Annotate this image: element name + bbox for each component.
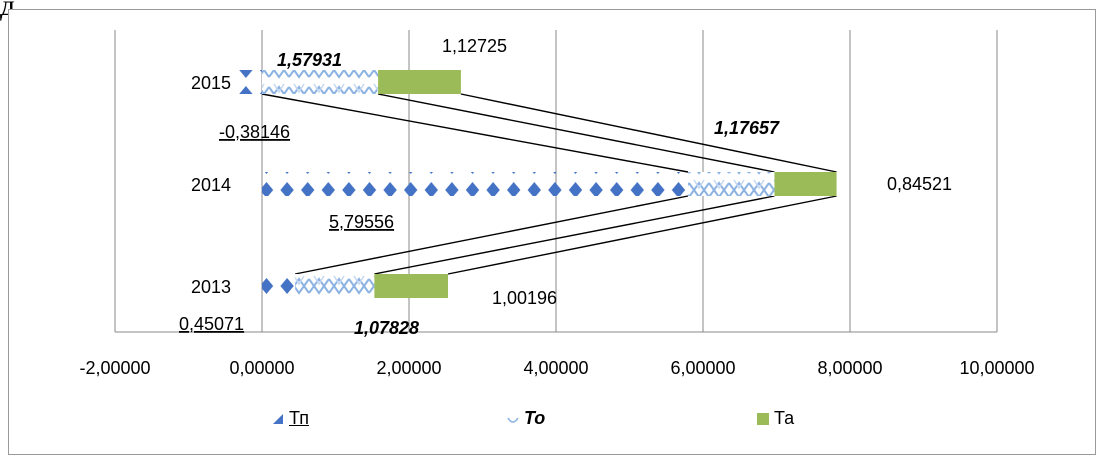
diamond-marker-icon <box>273 413 283 424</box>
series-line <box>377 93 775 173</box>
data-label: 1,17657 <box>714 118 780 138</box>
data-label: 1,57931 <box>277 50 342 70</box>
bar-segment-wave-hatch <box>687 172 775 196</box>
bar-segment-wave-hatch <box>262 70 379 94</box>
chart-plot: -2,00000 0,00000 2,00000 4,00000 6,00000 8,00… <box>79 30 1035 378</box>
bar-segment-solid-square <box>774 172 837 196</box>
series-line <box>294 195 689 275</box>
legend-label-tp: Тп <box>289 408 309 428</box>
x-tick-label: -2,00000 <box>79 358 150 378</box>
x-tick-label: 10,00000 <box>959 358 1034 378</box>
category-label: 2015 <box>191 73 231 93</box>
bar-segment-diamond-marker <box>233 70 262 94</box>
x-tick-label: 4,00000 <box>523 358 588 378</box>
data-label: 0,45071 <box>179 314 244 334</box>
legend-label-ta: Та <box>774 408 795 428</box>
data-label: -0,38146 <box>219 122 290 142</box>
series-line <box>374 195 775 275</box>
series-line <box>460 93 837 173</box>
x-tick-label: 8,00000 <box>817 358 882 378</box>
series-line <box>261 93 689 173</box>
category-label: 2014 <box>191 175 231 195</box>
data-label: 1,12725 <box>442 36 507 56</box>
series-line <box>447 195 837 275</box>
data-label: 5,79556 <box>329 212 394 232</box>
x-tick-label: 6,00000 <box>670 358 735 378</box>
data-label: 1,00196 <box>492 288 557 308</box>
bar-segment-solid-square <box>378 70 461 94</box>
legend-item-ta: Та <box>756 408 794 429</box>
wave-hatch-icon <box>507 417 519 423</box>
x-tick-label: 2,00000 <box>376 358 441 378</box>
bar-segment-diamond-marker <box>262 274 296 298</box>
chart-area: -2,00000 0,00000 2,00000 4,00000 6,00000 8,00… <box>8 9 1096 455</box>
solid-square-icon <box>757 412 769 425</box>
legend-label-to: То <box>524 408 546 428</box>
bar-segment-wave-hatch <box>295 274 375 298</box>
legend-item-to: То <box>506 408 545 429</box>
category-label: 2013 <box>191 277 231 297</box>
legend-item-tp: Тп <box>271 408 309 429</box>
bar-segment-solid-square <box>374 274 449 298</box>
data-label: 1,07828 <box>354 318 419 338</box>
data-label: 0,84521 <box>887 174 952 194</box>
bar-segment-diamond-marker <box>262 172 688 196</box>
x-tick-label: 0,00000 <box>229 358 294 378</box>
